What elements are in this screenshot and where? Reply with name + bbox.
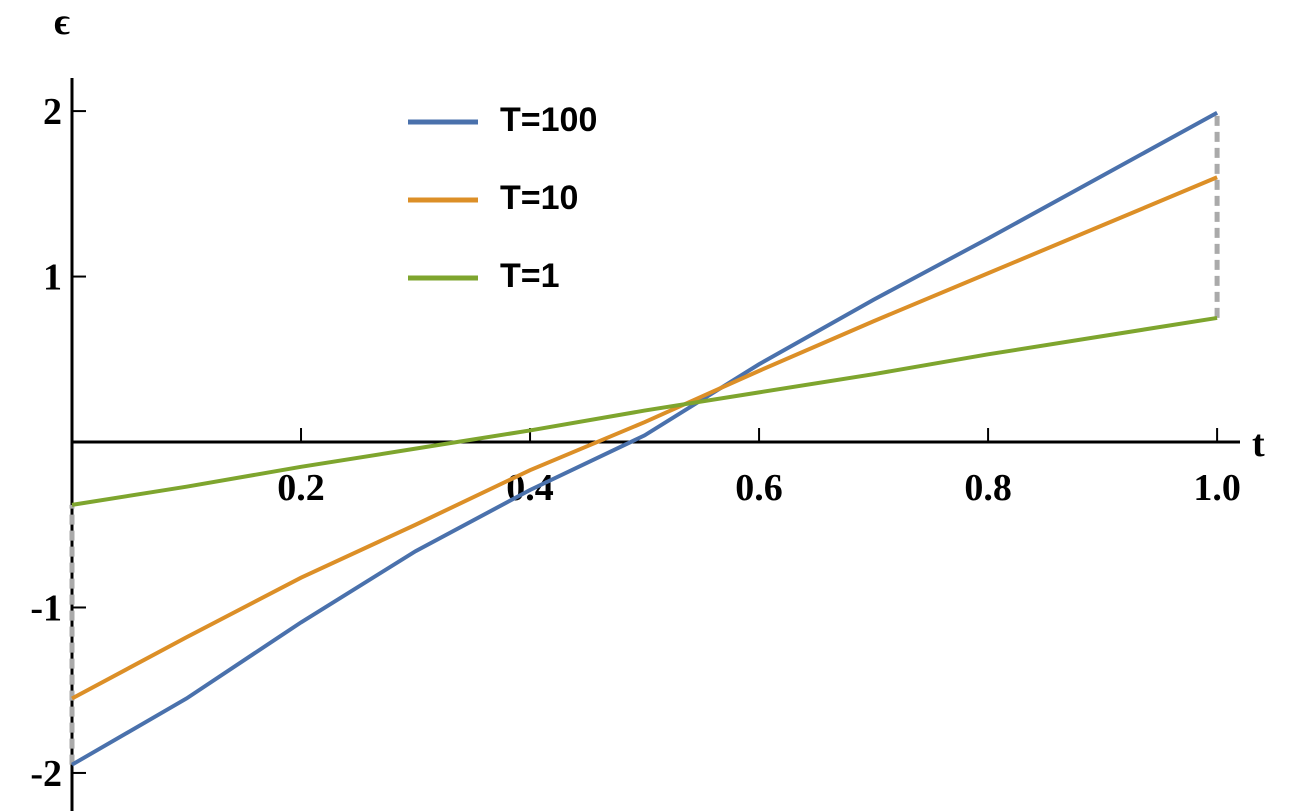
series-line (70, 110, 1219, 767)
y-tick-label: 1 (43, 257, 62, 299)
legend-label: T=1 (500, 257, 560, 295)
x-tick-label: 1.0 (1193, 467, 1241, 509)
legend-label: T=10 (500, 179, 578, 217)
x-tick-label: 0.6 (735, 467, 783, 509)
series-line (71, 175, 1218, 701)
x-axis-label: t (1252, 423, 1265, 465)
y-axis-label: ϵ (54, 1, 70, 43)
y-tick-label: -1 (30, 587, 62, 629)
y-tick-label: -2 (30, 753, 62, 795)
x-tick-label: 0.2 (277, 467, 325, 509)
series-line (71, 315, 1218, 507)
y-tick-label: 2 (43, 91, 62, 133)
x-tick-label: 0.8 (964, 467, 1012, 509)
legend-label: T=100 (500, 101, 597, 139)
